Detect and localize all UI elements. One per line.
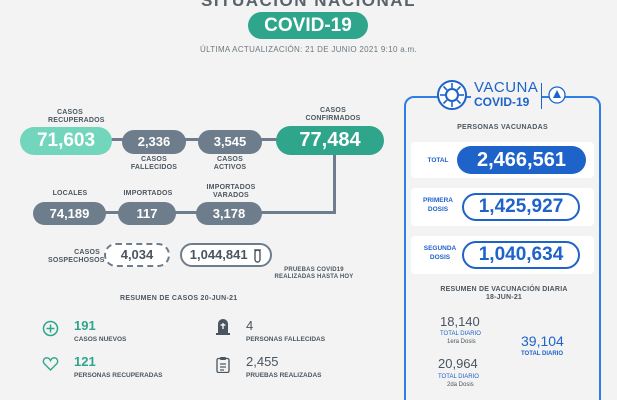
recuperadas-label: PERSONAS RECUPERADAS	[74, 372, 163, 379]
nuevos-label: CASOS NUEVOS	[74, 336, 127, 343]
vaccine-virus-icon	[437, 80, 467, 110]
importados-value: 117	[118, 202, 176, 225]
clipboard-icon	[216, 357, 230, 373]
confirmados-value: 77,484	[276, 126, 384, 155]
daily-d2-sub: 2da Dosis	[447, 382, 474, 388]
pruebas-dia-value: 2,455	[246, 354, 279, 369]
activos-value: 3,545	[198, 130, 262, 154]
pruebas-value: 1,044,841	[180, 243, 272, 267]
sospechosos-value: 4,034	[104, 243, 170, 267]
fallecidas-label: PERSONAS FALLECIDAS	[246, 336, 326, 343]
plus-circle-icon	[42, 320, 59, 337]
test-tube-icon	[254, 248, 262, 263]
covid-badge: COVID-19	[248, 12, 368, 39]
importados-label: IMPORTADOS	[123, 190, 173, 197]
recuperados-label: CASOS RECUPERADOS	[48, 109, 105, 124]
segunda-label: SEGUNDA DOSIS	[423, 245, 457, 261]
primera-label: PRIMERA DOSIS	[423, 197, 453, 213]
primera-value: 1,425,927	[462, 193, 580, 221]
vaccine-logo-top: VACUNA	[474, 79, 539, 96]
last-updated: ÚLTIMA ACTUALIZACIÓN: 21 DE JUNIO 2021 9…	[200, 45, 417, 54]
page-title: SITUACIÓN NACIONAL	[201, 0, 416, 10]
locales-label: LOCALES	[52, 190, 88, 197]
activos-label: CASOS ACTIVOS	[213, 156, 247, 171]
summary-title: RESUMEN DE CASOS 20-JUN-21	[120, 295, 238, 302]
varados-label: IMPORTADOS VARADOS	[206, 184, 256, 199]
segunda-value: 1,040,634	[462, 241, 580, 269]
connector-line	[333, 150, 336, 213]
confirmados-label: CASOS CONFIRMADOS	[305, 107, 361, 122]
vaccine-logo-bottom: COVID-19	[474, 95, 530, 109]
locales-value: 74,189	[33, 202, 106, 225]
national-seal-icon	[548, 86, 566, 104]
recuperados-value: 71,603	[20, 127, 112, 155]
recuperadas-value: 121	[74, 354, 96, 369]
daily-d2-value: 20,964	[438, 356, 478, 371]
vaccinated-heading: PERSONAS VACUNADAS	[457, 124, 548, 131]
daily-total-label: TOTAL DIARIO	[521, 351, 563, 357]
total-value: 2,466,561	[457, 146, 586, 174]
total-label: TOTAL	[427, 157, 449, 164]
daily-d1-value: 18,140	[440, 314, 480, 329]
daily-d2-label: TOTAL DIARIO	[438, 374, 479, 380]
pruebas-number: 1,044,841	[189, 247, 248, 262]
daily-d1-sub: 1era Dosis	[447, 339, 476, 345]
fallecidos-value: 2,336	[122, 130, 186, 154]
fallecidas-value: 4	[246, 318, 254, 333]
vaccine-logo-text: VACUNA COVID-19	[471, 79, 542, 109]
nuevos-value: 191	[74, 318, 96, 333]
varados-value: 3,178	[196, 202, 262, 225]
vaccine-summary-title: RESUMEN DE VACUNACIÓN DIARIA 18-JUN-21	[440, 286, 568, 301]
logo-divider	[541, 83, 542, 109]
daily-d1-label: TOTAL DIARIO	[440, 331, 481, 337]
sospechosos-label: CASOS SOSPECHOSOS	[48, 249, 105, 264]
daily-total-value: 39,104	[521, 333, 564, 349]
tombstone-icon	[216, 319, 230, 335]
heart-icon	[42, 357, 59, 371]
fallecidos-label: CASOS FALLECIDOS	[130, 156, 178, 171]
pruebas-label: PRUEBAS COVID19 REALIZADAS HASTA HOY	[274, 267, 354, 280]
pruebas-dia-label: PRUEBAS REALIZADAS	[246, 372, 322, 379]
